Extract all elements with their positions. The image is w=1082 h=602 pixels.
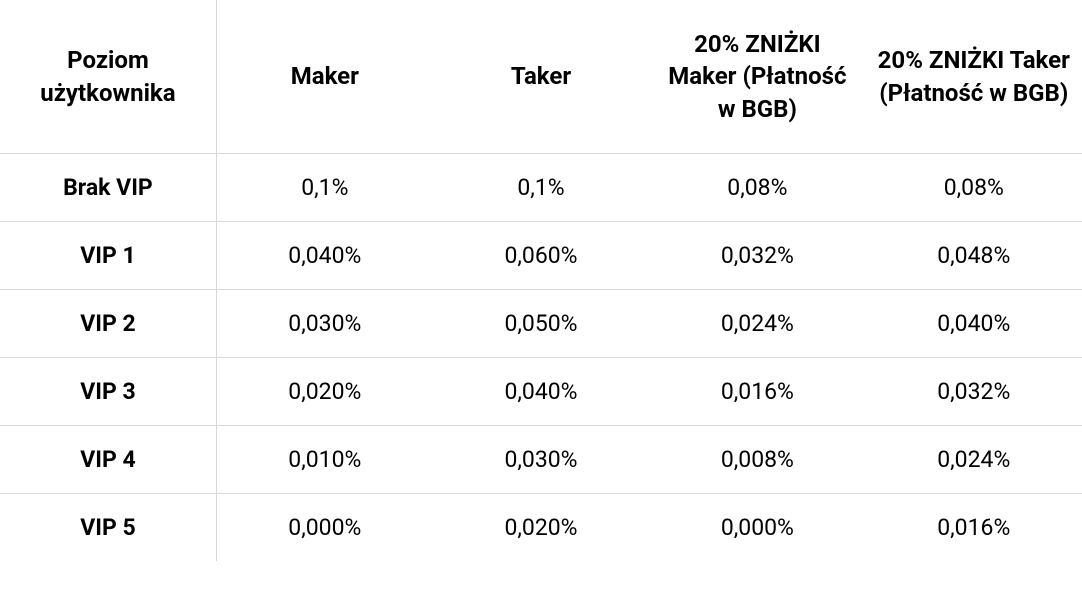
table-row: VIP 5 0,000% 0,020% 0,000% 0,016% (0, 494, 1082, 562)
cell-taker-bgb: 0,08% (866, 154, 1082, 222)
cell-taker: 0,050% (433, 290, 649, 358)
cell-maker: 0,030% (216, 290, 432, 358)
cell-level: VIP 2 (0, 290, 216, 358)
fee-table-container: Poziom użytkownika Maker Taker 20% ZNIŻK… (0, 0, 1082, 561)
cell-level: Brak VIP (0, 154, 216, 222)
cell-maker-bgb: 0,008% (649, 426, 865, 494)
cell-taker-bgb: 0,024% (866, 426, 1082, 494)
cell-maker-bgb: 0,08% (649, 154, 865, 222)
col-header-maker-bgb: 20% ZNIŻKI Maker (Płatność w BGB) (649, 0, 865, 154)
cell-maker-bgb: 0,016% (649, 358, 865, 426)
cell-taker: 0,020% (433, 494, 649, 562)
cell-maker: 0,040% (216, 222, 432, 290)
table-row: VIP 3 0,020% 0,040% 0,016% 0,032% (0, 358, 1082, 426)
cell-level: VIP 1 (0, 222, 216, 290)
col-header-taker: Taker (433, 0, 649, 154)
col-header-level: Poziom użytkownika (0, 0, 216, 154)
fee-table: Poziom użytkownika Maker Taker 20% ZNIŻK… (0, 0, 1082, 561)
cell-maker: 0,000% (216, 494, 432, 562)
cell-taker: 0,060% (433, 222, 649, 290)
table-row: Brak VIP 0,1% 0,1% 0,08% 0,08% (0, 154, 1082, 222)
cell-taker-bgb: 0,016% (866, 494, 1082, 562)
cell-maker: 0,020% (216, 358, 432, 426)
cell-maker: 0,010% (216, 426, 432, 494)
cell-level: VIP 4 (0, 426, 216, 494)
table-row: VIP 4 0,010% 0,030% 0,008% 0,024% (0, 426, 1082, 494)
col-header-maker: Maker (216, 0, 432, 154)
cell-level: VIP 5 (0, 494, 216, 562)
table-row: VIP 2 0,030% 0,050% 0,024% 0,040% (0, 290, 1082, 358)
col-header-taker-bgb: 20% ZNIŻKI Taker (Płatność w BGB) (866, 0, 1082, 154)
cell-maker: 0,1% (216, 154, 432, 222)
table-header: Poziom użytkownika Maker Taker 20% ZNIŻK… (0, 0, 1082, 154)
cell-taker-bgb: 0,032% (866, 358, 1082, 426)
cell-maker-bgb: 0,024% (649, 290, 865, 358)
cell-taker: 0,040% (433, 358, 649, 426)
table-header-row: Poziom użytkownika Maker Taker 20% ZNIŻK… (0, 0, 1082, 154)
cell-maker-bgb: 0,032% (649, 222, 865, 290)
table-row: VIP 1 0,040% 0,060% 0,032% 0,048% (0, 222, 1082, 290)
cell-level: VIP 3 (0, 358, 216, 426)
cell-taker: 0,030% (433, 426, 649, 494)
cell-taker-bgb: 0,048% (866, 222, 1082, 290)
cell-taker: 0,1% (433, 154, 649, 222)
cell-maker-bgb: 0,000% (649, 494, 865, 562)
table-body: Brak VIP 0,1% 0,1% 0,08% 0,08% VIP 1 0,0… (0, 154, 1082, 562)
cell-taker-bgb: 0,040% (866, 290, 1082, 358)
